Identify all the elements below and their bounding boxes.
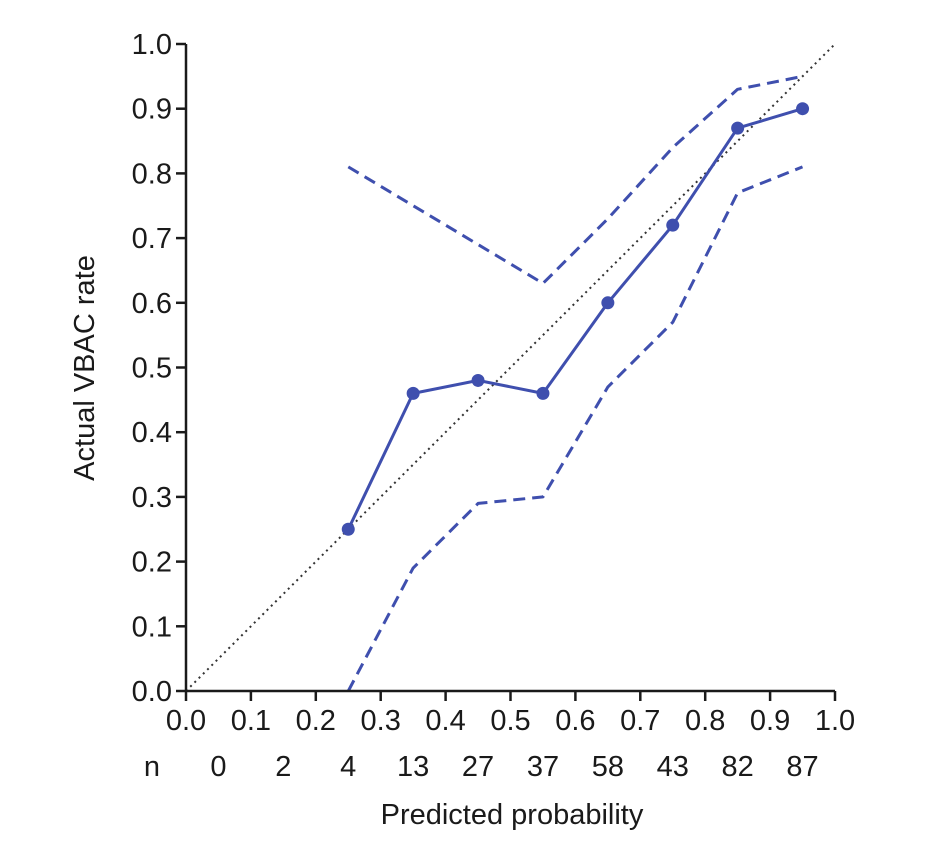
n-value-label: 2 [275, 751, 291, 783]
n-value-label: 27 [462, 751, 494, 783]
x-tick-label: 0.2 [296, 705, 336, 737]
y-tick-label: 0.1 [132, 611, 172, 643]
y-tick-label: 0.5 [132, 353, 172, 385]
n-row: n 0 2 4 13 27 37 58 43 82 87 [144, 751, 819, 783]
x-tick-label: 0.8 [685, 705, 725, 737]
x-tick-label: 0.1 [231, 705, 271, 737]
confidence-line [346, 165, 804, 692]
y-tick-label: 0.0 [132, 676, 172, 708]
n-value-label: 0 [210, 751, 226, 783]
data-point-marker [471, 373, 485, 387]
y-tick-label: 0.9 [132, 94, 172, 126]
x-tick-label: 0.6 [555, 705, 595, 737]
n-value-label: 4 [340, 751, 356, 783]
x-tick-label: 1.0 [815, 705, 855, 737]
axes [184, 44, 835, 693]
n-value-label: 37 [527, 751, 559, 783]
plot-area [185, 43, 836, 692]
reference-line [185, 43, 836, 692]
x-ticks: 0.0 0.1 0.2 0.3 0.4 0.5 0.6 0.7 0.8 0.9 1.0 [166, 691, 855, 737]
data-point-marker [601, 296, 615, 310]
y-tick-label: 0.2 [132, 547, 172, 579]
data-point-marker [341, 522, 355, 536]
n-value-label: 13 [397, 751, 429, 783]
y-ticks: 0.0 0.1 0.2 0.3 0.4 0.5 0.6 0.7 0.8 0.9 1.0 [132, 29, 186, 708]
n-value-label: 82 [722, 751, 754, 783]
n-value-label: 43 [657, 751, 689, 783]
data-point-marker [731, 121, 745, 135]
x-tick-label: 0.0 [166, 705, 206, 737]
y-tick-label: 0.7 [132, 223, 172, 255]
data-point-marker [666, 218, 680, 232]
x-axis-title: Predicted probability [381, 799, 644, 831]
data-point-marker [406, 386, 420, 400]
calibration-line [346, 107, 803, 530]
y-tick-label: 0.3 [132, 482, 172, 514]
y-tick-label: 0.4 [132, 417, 172, 449]
data-point-marker [796, 102, 810, 116]
n-row-label: n [144, 751, 160, 783]
confidence-line [347, 74, 803, 285]
y-tick-label: 1.0 [132, 29, 172, 61]
y-tick-label: 0.8 [132, 158, 172, 190]
x-tick-label: 0.9 [750, 705, 790, 737]
x-tick-label: 0.5 [490, 705, 530, 737]
x-tick-label: 0.3 [361, 705, 401, 737]
x-tick-label: 0.7 [620, 705, 660, 737]
y-tick-label: 0.6 [132, 288, 172, 320]
n-value-label: 58 [592, 751, 624, 783]
y-axis-title: Actual VBAC rate [69, 255, 101, 481]
data-point-marker [536, 386, 550, 400]
x-tick-label: 0.4 [425, 705, 465, 737]
n-value-label: 87 [786, 751, 818, 783]
